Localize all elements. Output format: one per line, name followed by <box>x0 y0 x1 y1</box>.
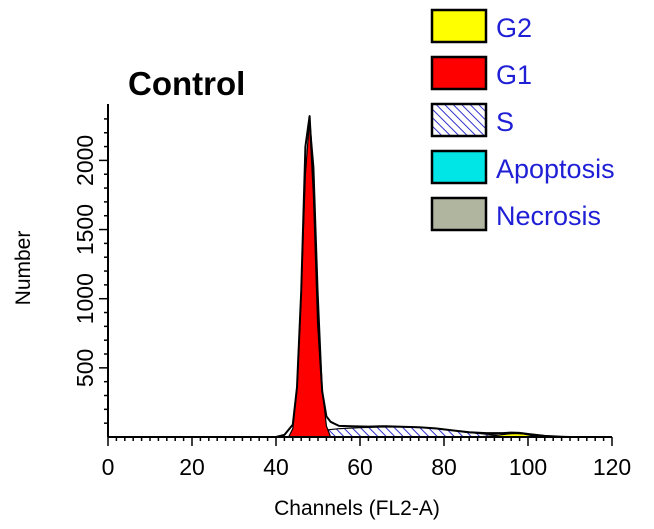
legend-label-necrosis: Necrosis <box>496 201 601 231</box>
y-tick-label: 2000 <box>72 135 98 186</box>
x-tick-label: 80 <box>431 454 457 480</box>
legend-label-g1: G1 <box>496 60 532 90</box>
legend-swatch-g2 <box>430 8 488 44</box>
y-axis-title: Number <box>12 231 35 306</box>
series-g1-area <box>287 118 332 438</box>
legend-swatch-apoptosis <box>430 149 488 185</box>
x-axis-title: Channels (FL2-A) <box>274 497 440 520</box>
legend-swatch-necrosis <box>430 196 488 232</box>
y-tick-label: 1500 <box>72 204 98 255</box>
axes: 0 20 40 60 80 100 120 500 1000 1500 2000 <box>72 104 631 480</box>
x-tick-label: 20 <box>179 454 205 480</box>
legend-label-g2: G2 <box>496 13 532 43</box>
x-tick-label: 100 <box>509 454 547 480</box>
chart-title: Control <box>128 65 245 102</box>
y-tick-label: 500 <box>72 349 98 387</box>
series-histogram-outline <box>108 115 571 438</box>
y-tick-label: 1000 <box>72 273 98 324</box>
legend-swatch-g1 <box>430 55 488 91</box>
legend: G2 G1 S Apoptosis Necrosis <box>430 8 615 232</box>
x-tick-label: 0 <box>102 454 115 480</box>
legend-label-s: S <box>496 107 514 137</box>
legend-swatch-s <box>430 102 488 138</box>
x-tick-label: 60 <box>347 454 373 480</box>
legend-label-apoptosis: Apoptosis <box>496 154 615 184</box>
x-tick-label: 120 <box>593 454 631 480</box>
x-tick-label: 40 <box>263 454 289 480</box>
